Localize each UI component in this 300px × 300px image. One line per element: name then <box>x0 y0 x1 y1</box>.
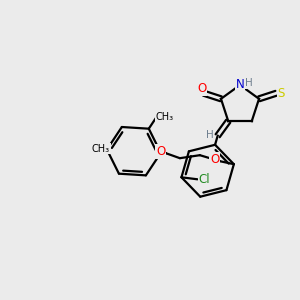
Text: O: O <box>197 82 206 95</box>
Text: Cl: Cl <box>199 173 210 186</box>
Text: S: S <box>278 87 285 100</box>
Text: O: O <box>210 153 220 166</box>
Text: H: H <box>206 130 214 140</box>
Text: N: N <box>236 79 244 92</box>
Text: O: O <box>156 145 166 158</box>
Text: H: H <box>245 78 253 88</box>
Text: CH₃: CH₃ <box>92 144 110 154</box>
Text: CH₃: CH₃ <box>155 112 174 122</box>
